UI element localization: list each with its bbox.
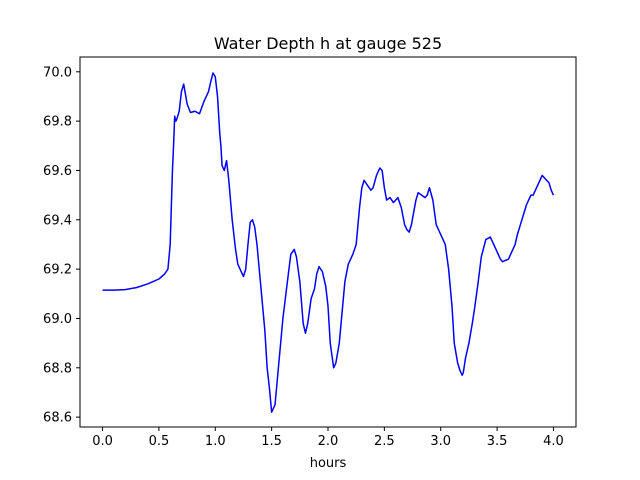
x-tick-label: 0.5 [149,434,170,449]
x-tick-label: 1.5 [261,434,282,449]
x-tick-label: 3.5 [487,434,508,449]
y-tick-label: 70.0 [43,65,72,80]
x-tick-label: 1.0 [205,434,226,449]
y-axis-ticks: 68.6 68.8 69.0 69.2 69.4 69.6 69.8 70.0 [43,65,80,426]
y-tick-label: 68.6 [43,411,72,426]
x-axis-label: hours [310,456,347,471]
series-line [102,72,555,413]
y-tick-label: 69.4 [43,213,72,228]
axes-frame [79,56,577,428]
x-tick-label: 2.0 [318,434,339,449]
y-tick-label: 69.2 [43,263,72,278]
y-tick-label: 69.8 [43,115,72,130]
x-tick-label: 2.5 [374,434,395,449]
y-tick-label: 69.6 [43,164,72,179]
chart-title: Water Depth h at gauge 525 [214,34,442,53]
plot-area [79,56,577,428]
y-tick-label: 69.0 [43,312,72,327]
x-tick-label: 4.0 [543,434,564,449]
y-tick-label: 68.8 [43,361,72,376]
x-axis-ticks: 0.0 0.5 1.0 1.5 2.0 2.5 3.0 3.5 4.0 [92,427,564,449]
x-tick-label: 0.0 [92,434,113,449]
x-tick-label: 3.0 [430,434,451,449]
